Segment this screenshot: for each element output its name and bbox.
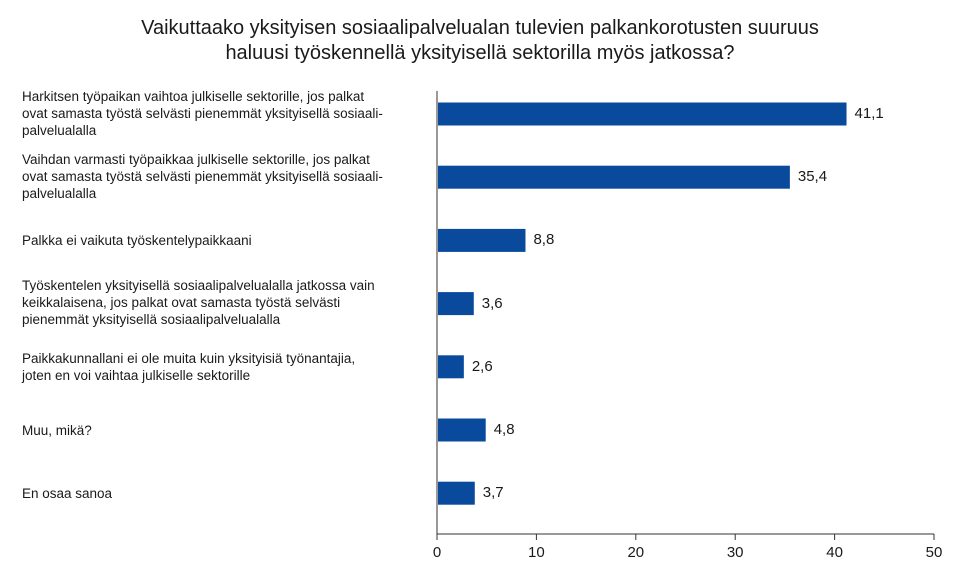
category-label-line: palvelualalla [22, 185, 97, 201]
chart-title-line-2: haluusi työskennellä yksityisellä sektor… [225, 42, 735, 64]
x-tick-label: 20 [627, 544, 645, 561]
category-label: Vaihdan varmasti työpaikkaa julkiselle s… [22, 151, 412, 202]
category-label: Muu, mikä? [22, 422, 412, 439]
bar [438, 228, 526, 252]
bar [438, 355, 464, 379]
category-label-line: ovat samasta työstä selvästi pienemmät y… [22, 105, 383, 121]
bar [438, 165, 790, 189]
category-label-line: Vaihdan varmasti työpaikkaa julkiselle s… [22, 151, 370, 167]
category-label: Palkka ei vaikuta työskentelypaikkaani [22, 232, 412, 249]
category-label-line: Harkitsen työpaikan vaihtoa julkiselle s… [22, 88, 365, 104]
bar-value-label: 8,8 [533, 231, 555, 249]
chart-title: Vaikuttaako yksityisen sosiaalipalvelual… [60, 16, 900, 66]
bar [438, 102, 847, 126]
category-label-line: Paikkakunnallani ei ole muita kuin yksit… [22, 350, 356, 366]
category-label-line: Palkka ei vaikuta työskentelypaikkaani [22, 232, 252, 248]
category-label: Työskentelen yksityisellä sosiaalipalvel… [22, 277, 412, 328]
x-tick-label: 10 [528, 544, 545, 561]
category-label-line: joten en voi vaihtaa julkiselle sektoril… [22, 367, 251, 383]
category-label-line: Työskentelen yksityisellä sosiaalipalvel… [22, 278, 375, 294]
category-label: En osaa sanoa [22, 485, 412, 502]
category-label-line: En osaa sanoa [22, 485, 113, 501]
bar-value-label: 3,7 [482, 484, 504, 502]
bar-value-label: 2,6 [471, 357, 493, 375]
bar [438, 481, 475, 505]
x-tick-label: 40 [826, 544, 843, 561]
category-label-line: ovat samasta työstä selvästi pienemmät y… [22, 168, 383, 184]
bar-value-label: 3,6 [481, 294, 503, 312]
category-label-line: keikkalaisena, jos palkat ovat samasta t… [22, 295, 341, 311]
bar [438, 292, 474, 316]
category-label: Harkitsen työpaikan vaihtoa julkiselle s… [22, 88, 412, 139]
category-label-line: palvelualalla [22, 122, 97, 138]
x-tick-label: 30 [726, 544, 744, 561]
bar-value-label: 41,1 [854, 105, 884, 122]
bar-value-label: 4,8 [493, 421, 515, 438]
category-label-line: Muu, mikä? [22, 422, 92, 438]
category-label: Paikkakunnallani ei ole muita kuin yksit… [22, 350, 412, 384]
x-tick-label: 0 [432, 544, 442, 561]
bar [438, 418, 486, 442]
chart-title-line-1: Vaikuttaako yksityisen sosiaalipalvelual… [141, 17, 819, 39]
bar-value-label: 35,4 [797, 168, 828, 186]
x-tick-label: 50 [925, 544, 943, 561]
category-label-line: pienemmät yksityisellä sosiaalipalvelual… [22, 312, 281, 328]
